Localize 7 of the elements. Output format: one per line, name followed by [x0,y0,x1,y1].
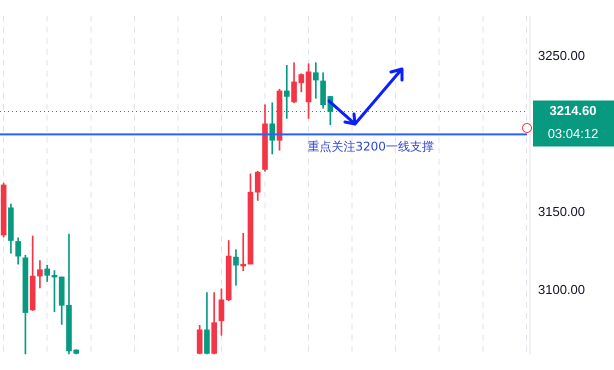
annotation: 重点关注3200一线支撑 [307,139,434,154]
y-tick-label: 3150.00 [538,204,585,219]
y-tick-label: 3250.00 [538,48,585,63]
candlestick [233,249,239,286]
text: 03:04:12 [548,126,598,142]
ref-line-label: 3214.60 [550,103,596,118]
y-tick-label: 3100.00 [538,282,585,297]
